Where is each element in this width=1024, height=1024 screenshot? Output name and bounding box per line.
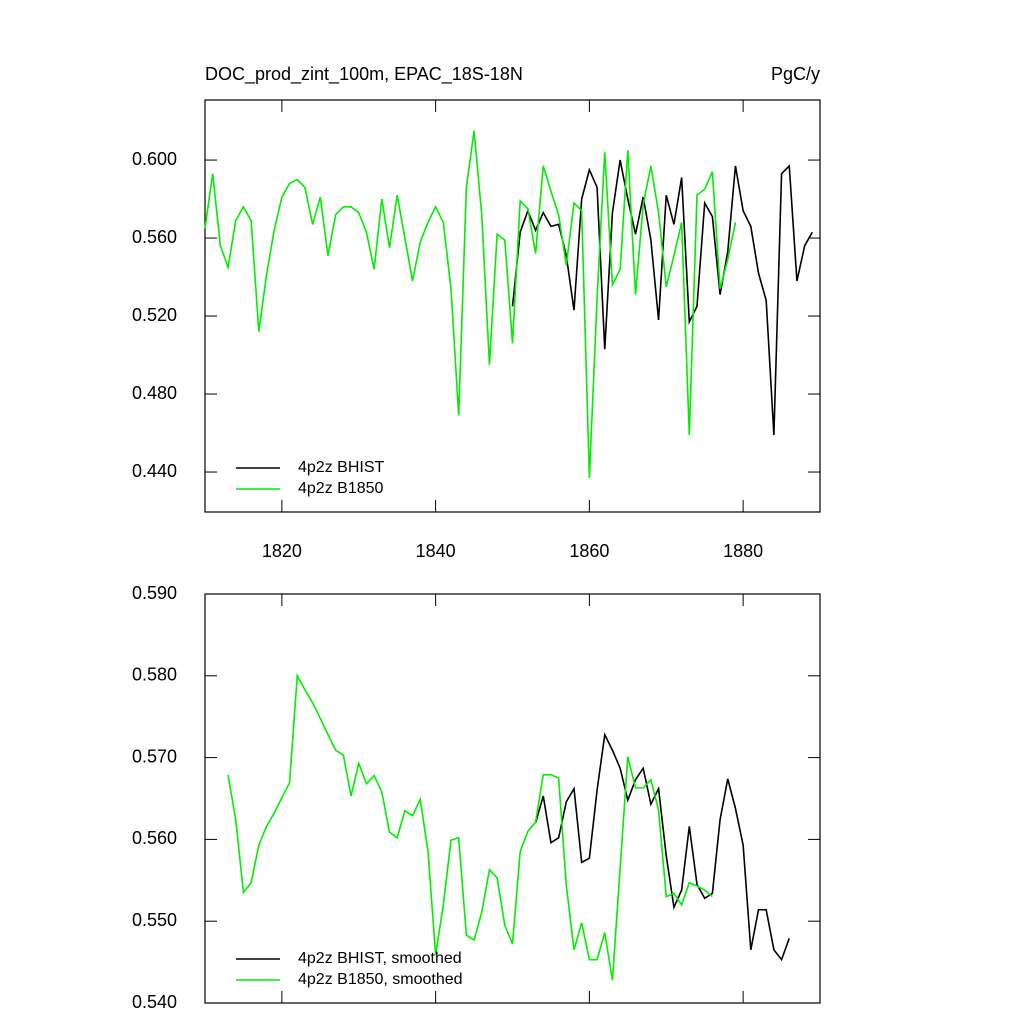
y-tick-label: 0.550 — [132, 910, 177, 930]
y-tick-label: 0.480 — [132, 383, 177, 403]
y-tick-label: 0.580 — [132, 665, 177, 685]
legend-label: 4p2z B1850 — [298, 480, 384, 497]
plot-frame — [204, 99, 821, 513]
y-tick-label: 0.520 — [132, 305, 177, 325]
x-tick-label: 1880 — [723, 541, 763, 561]
x-tick-label: 1860 — [569, 541, 609, 561]
chart-title: DOC_prod_zint_100m, EPAC_18S-18N — [205, 64, 523, 85]
series-line — [511, 159, 814, 436]
y-tick-label: 0.560 — [132, 828, 177, 848]
legend: 4p2z BHIST 4p2z B1850 — [236, 459, 384, 497]
y-tick-label: 0.590 — [132, 583, 177, 603]
series-line — [534, 732, 791, 962]
y-tick-label: 0.540 — [132, 992, 177, 1012]
legend: 4p2z BHIST, smoothed 4p2z B1850, smoothed — [236, 950, 463, 988]
legend-label: 4p2z B1850, smoothed — [298, 971, 463, 988]
y-tick-label: 0.560 — [132, 227, 177, 247]
legend-label: 4p2z BHIST, smoothed — [298, 950, 462, 967]
series-line — [204, 130, 737, 478]
y-tick-label: 0.440 — [132, 461, 177, 481]
series-line — [227, 673, 713, 981]
x-tick-label: 1820 — [262, 541, 302, 561]
x-tick-label: 1840 — [416, 541, 456, 561]
legend-label: 4p2z BHIST — [298, 459, 384, 476]
y-tick-label: 0.600 — [132, 149, 177, 169]
y-tick-label: 0.570 — [132, 746, 177, 766]
units-label: PgC/y — [771, 64, 820, 84]
plot-frame — [204, 593, 821, 1004]
